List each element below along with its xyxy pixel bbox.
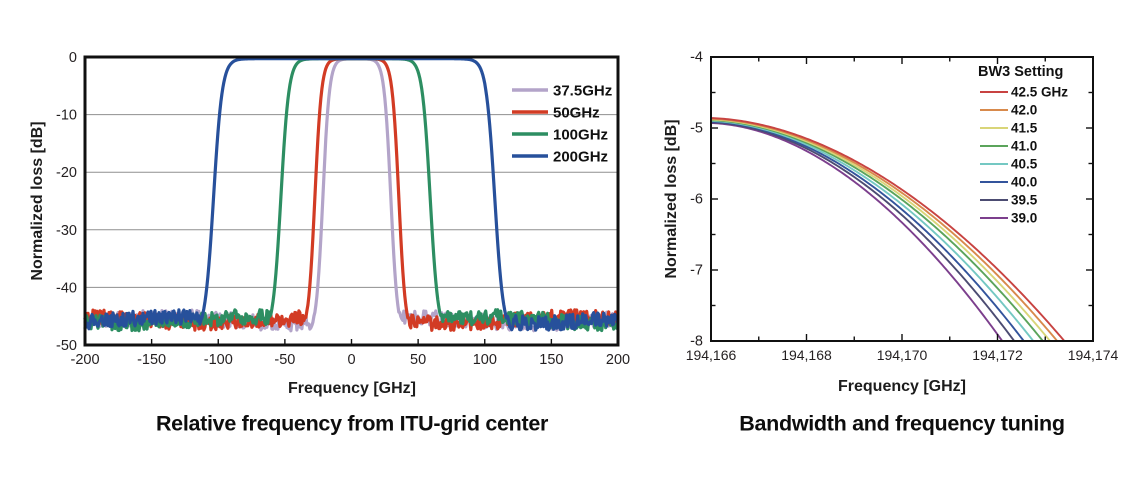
x-tick-label: -200 [70,352,99,368]
curve-41.0 [710,119,1044,342]
x-tick-label: 50 [410,352,426,368]
left-chart-title: Relative frequency from ITU-grid center [155,411,549,436]
y-tick-label: -8 [690,334,703,350]
x-tick-label: 200 [606,352,630,368]
x-tick-label: 100 [473,352,497,368]
right-chart: 194,166 194,168 194,170 194,172 194,174 -4 -5 -… [686,50,1119,364]
x-tick-label: 194,166 [686,347,737,363]
legend-label: 41.0 [1011,139,1037,154]
x-tick-label: 194,170 [877,347,928,363]
left-x-axis-label: Frequency [GHz] [287,380,417,397]
legend-label: 41.5 [1011,121,1038,136]
y-tick-label: -6 [690,192,703,208]
curve-42.5 GHz [710,117,1066,342]
curve-39.0 [710,122,1004,342]
legend-label: 200GHz [553,149,608,166]
y-tick-label: -7 [690,263,703,279]
right-x-axis-label: Frequency [GHz] [837,378,967,395]
curve-100GHz [83,57,620,333]
curve-40.5 [710,119,1035,342]
legend-title: BW3 Setting [978,64,1063,80]
legend-label: 37.5GHz [553,83,612,100]
legend-label: 39.5 [1011,193,1038,208]
x-tick-label: -100 [204,352,233,368]
right-chart-title: Bandwidth and frequency tuning [739,411,1065,436]
y-tick-label: -4 [690,50,703,66]
legend-label: 40.5 [1011,157,1038,172]
x-tick-label: -50 [274,352,295,368]
legend-label: 40.0 [1011,175,1037,190]
legend-label: 42.0 [1011,103,1037,118]
curve-40.0 [710,120,1025,342]
x-tick-label: 0 [347,352,355,368]
x-tick-label: 194,174 [1068,347,1119,363]
x-tick-label: 194,168 [781,347,832,363]
y-tick-label: 0 [69,50,77,66]
legend-label: 39.0 [1011,211,1037,226]
curve-39.5 [710,121,1015,342]
legend-label: 42.5 GHz [1011,85,1068,100]
curve-37.5GHz [83,57,620,333]
left-plot-frame [83,55,620,347]
legend-label: 50GHz [553,105,600,122]
curve-200GHz [83,57,620,332]
x-tick-label: 150 [539,352,563,368]
left-chart: -200 -150 -100 -50 0 50 100 150 200 0 -10 -20 -30 -40… [56,50,630,368]
x-tick-label: 194,172 [972,347,1023,363]
right-y-axis-label: Normalized loss [dB] [663,119,680,279]
legend-label: 100GHz [553,127,608,144]
y-tick-label: -30 [56,223,77,239]
x-tick-label: -150 [137,352,166,368]
y-tick-label: -5 [690,121,703,137]
y-tick-label: -50 [56,338,77,354]
curve-41.5 [710,118,1051,342]
left-y-axis-label: Normalized loss [dB] [29,121,46,281]
y-tick-label: -10 [56,108,77,124]
y-tick-label: -40 [56,280,77,296]
y-tick-label: -20 [56,165,77,181]
curve-50GHz [83,57,620,332]
